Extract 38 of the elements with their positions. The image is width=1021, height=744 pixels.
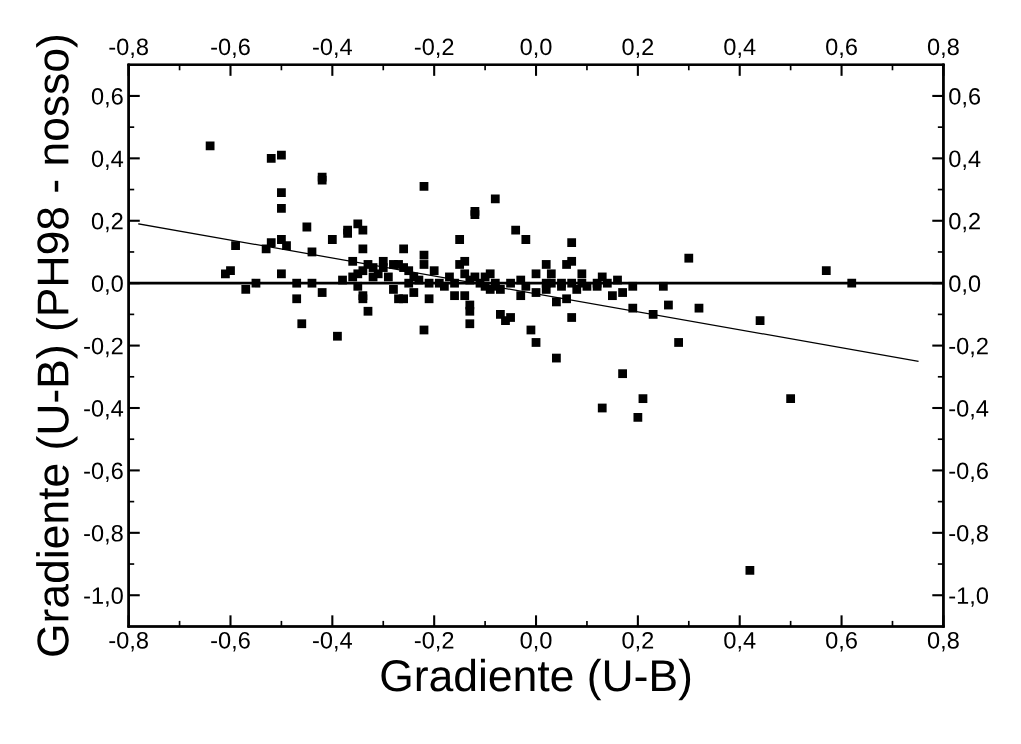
y-tick-label: -0,4	[84, 400, 124, 420]
x2-tick-label: -0,8	[109, 38, 148, 58]
x-tick-label: -0,8	[109, 631, 148, 652]
x-tick-label: -0,6	[211, 631, 250, 652]
y-tick-label: 0,0	[91, 275, 123, 295]
y-tick-label: -1,0	[84, 587, 123, 607]
y2-tick-label: 0,2	[949, 212, 980, 233]
x2-tick-label: -0,4	[313, 38, 352, 58]
y-tick-label: -0,6	[84, 462, 123, 482]
x-tick-label: 0,2	[622, 631, 654, 652]
y-tick-label: 0,4	[91, 150, 124, 170]
y2-tick-label: -1,0	[949, 587, 989, 607]
x2-tick-label: 0,4	[724, 38, 756, 58]
x-tick-label: 0,4	[724, 631, 756, 652]
x-tick-label: 0,8	[927, 631, 959, 652]
x-tick-label: -0,2	[414, 631, 454, 652]
x2-tick-label: 0,6	[826, 38, 857, 58]
y-tick-label: 0,6	[91, 88, 123, 108]
y2-tick-label: 0,0	[949, 275, 981, 295]
x2-tick-label: 0,8	[927, 38, 959, 58]
y2-tick-label: -0,2	[949, 337, 988, 358]
x-axis-title: Gradiente (U-B)	[381, 658, 691, 701]
x2-tick-label: 0,0	[520, 38, 552, 58]
y-tick-label: -0,2	[84, 337, 123, 358]
x2-tick-label: -0,6	[211, 38, 250, 58]
y-tick-label: 0,2	[91, 212, 123, 233]
x2-tick-label: 0,2	[622, 38, 654, 58]
x-tick-label: -0,4	[313, 631, 352, 652]
y-tick-label: -0,8	[84, 524, 123, 545]
x2-tick-label: -0,2	[414, 38, 454, 58]
x-tick-label: 0,6	[826, 631, 857, 652]
y-axis-title: Gradiente (U-B) (PH98 - nosso)	[36, 35, 78, 656]
y2-tick-label: 0,4	[949, 150, 981, 170]
y2-tick-label: -0,4	[949, 400, 989, 420]
y2-tick-label: 0,6	[949, 88, 981, 108]
x-tick-label: 0,0	[520, 631, 552, 652]
y2-tick-label: -0,6	[949, 462, 988, 482]
y2-tick-label: -0,8	[949, 524, 988, 545]
